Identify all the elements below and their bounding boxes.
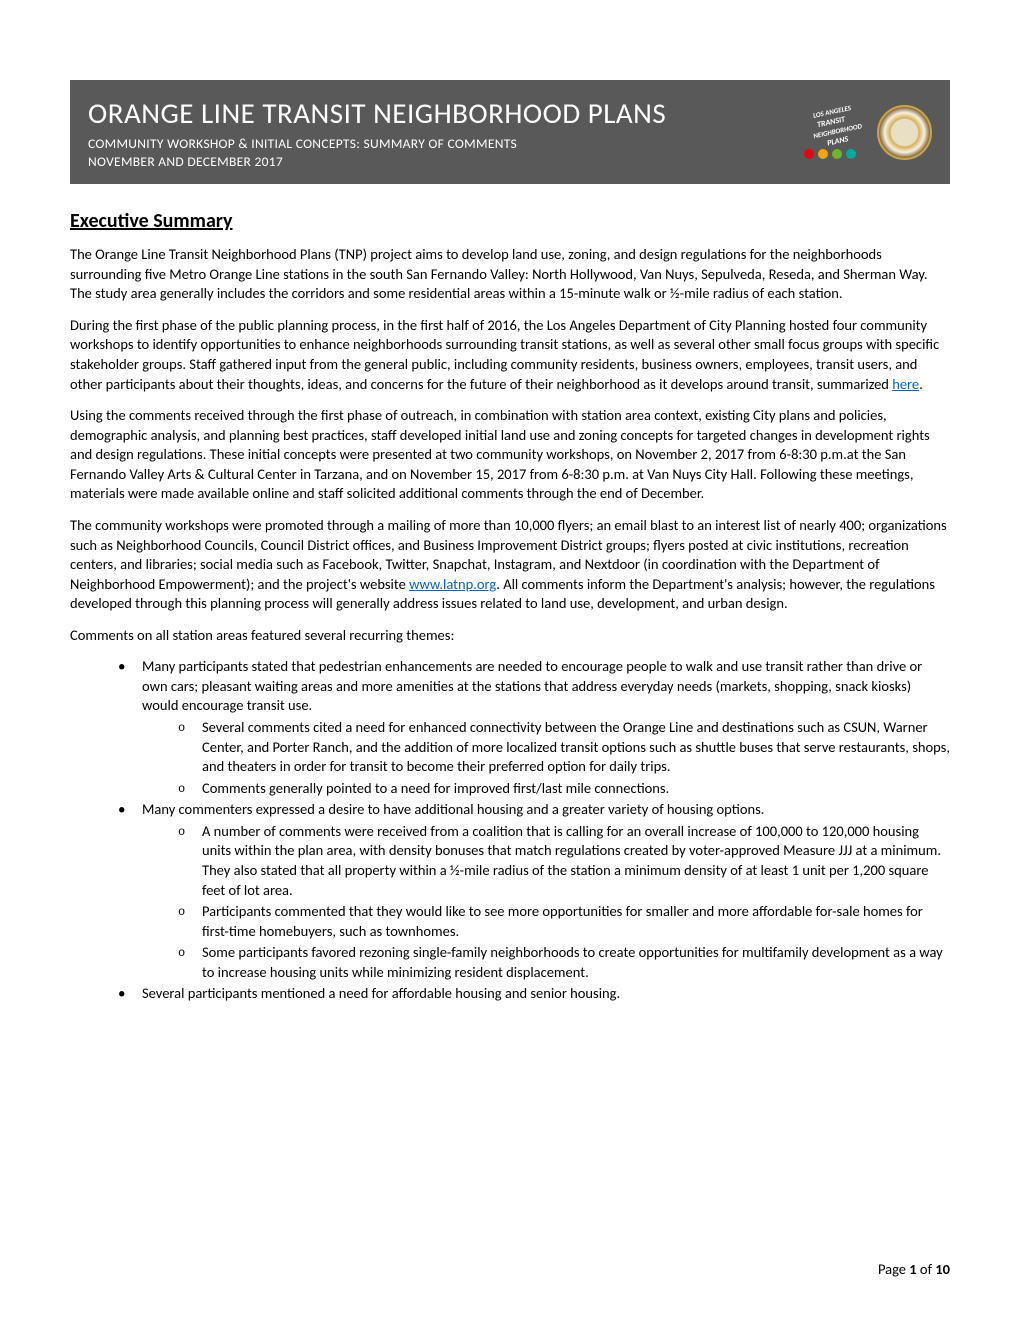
paragraph-4: The community workshops were promoted th… <box>70 516 950 614</box>
list-item: Many commenters expressed a desire to ha… <box>118 800 950 982</box>
project-website-link[interactable]: www.latnp.org <box>409 575 496 593</box>
document-header-band: ORANGE LINE TRANSIT NEIGHBORHOOD PLANS C… <box>70 80 950 184</box>
list-item: Many participants stated that pedestrian… <box>118 657 950 798</box>
sub-list: Several comments cited a need for enhanc… <box>178 718 950 798</box>
paragraph-3: Using the comments received through the … <box>70 406 950 504</box>
bullet-list: Many participants stated that pedestrian… <box>118 657 950 1004</box>
paragraph-2: During the first phase of the public pla… <box>70 316 950 394</box>
document-subtitle-line1: COMMUNITY WORKSHOP & INITIAL CONCEPTS: S… <box>88 135 799 153</box>
paragraph-2-text-a: During the first phase of the public pla… <box>70 316 939 393</box>
sub-list: A number of comments were received from … <box>178 822 950 983</box>
bullet-text: Many commenters expressed a desire to ha… <box>142 800 764 818</box>
sub-bullet-text: Participants commented that they would l… <box>202 902 923 940</box>
paragraph-1: The Orange Line Transit Neighborhood Pla… <box>70 245 950 304</box>
footer-middle: of <box>917 1260 936 1278</box>
section-heading: Executive Summary <box>70 208 950 235</box>
footer-prefix: Page <box>878 1260 909 1278</box>
city-seal-icon <box>877 105 932 160</box>
bullet-text: Several participants mentioned a need fo… <box>142 984 620 1002</box>
page-footer: Page 1 of 10 <box>878 1260 950 1280</box>
list-item: A number of comments were received from … <box>178 822 950 900</box>
sub-bullet-text: Comments generally pointed to a need for… <box>202 779 669 797</box>
sub-bullet-text: A number of comments were received from … <box>202 822 941 899</box>
paragraph-2-text-b: . <box>919 375 923 393</box>
document-title: ORANGE LINE TRANSIT NEIGHBORHOOD PLANS <box>88 94 799 133</box>
list-item: Some participants favored rezoning singl… <box>178 943 950 982</box>
document-subtitle-line2: NOVEMBER AND DECEMBER 2017 <box>88 153 799 171</box>
summary-link[interactable]: here <box>892 375 919 393</box>
footer-current-page: 1 <box>909 1260 916 1278</box>
header-logos: LOS ANGELES TRANSIT NEIGHBORHOOD PLANS <box>799 102 932 162</box>
footer-total-pages: 10 <box>935 1260 950 1278</box>
sub-bullet-text: Some participants favored rezoning singl… <box>202 943 943 981</box>
tnp-logo-icon: LOS ANGELES TRANSIT NEIGHBORHOOD PLANS <box>799 102 869 162</box>
paragraph-5: Comments on all station areas featured s… <box>70 626 950 646</box>
header-text-block: ORANGE LINE TRANSIT NEIGHBORHOOD PLANS C… <box>88 94 799 170</box>
list-item: Comments generally pointed to a need for… <box>178 779 950 799</box>
list-item: Several comments cited a need for enhanc… <box>178 718 950 777</box>
list-item: Participants commented that they would l… <box>178 902 950 941</box>
list-item: Several participants mentioned a need fo… <box>118 984 950 1004</box>
bullet-text: Many participants stated that pedestrian… <box>142 657 922 714</box>
sub-bullet-text: Several comments cited a need for enhanc… <box>202 718 950 775</box>
